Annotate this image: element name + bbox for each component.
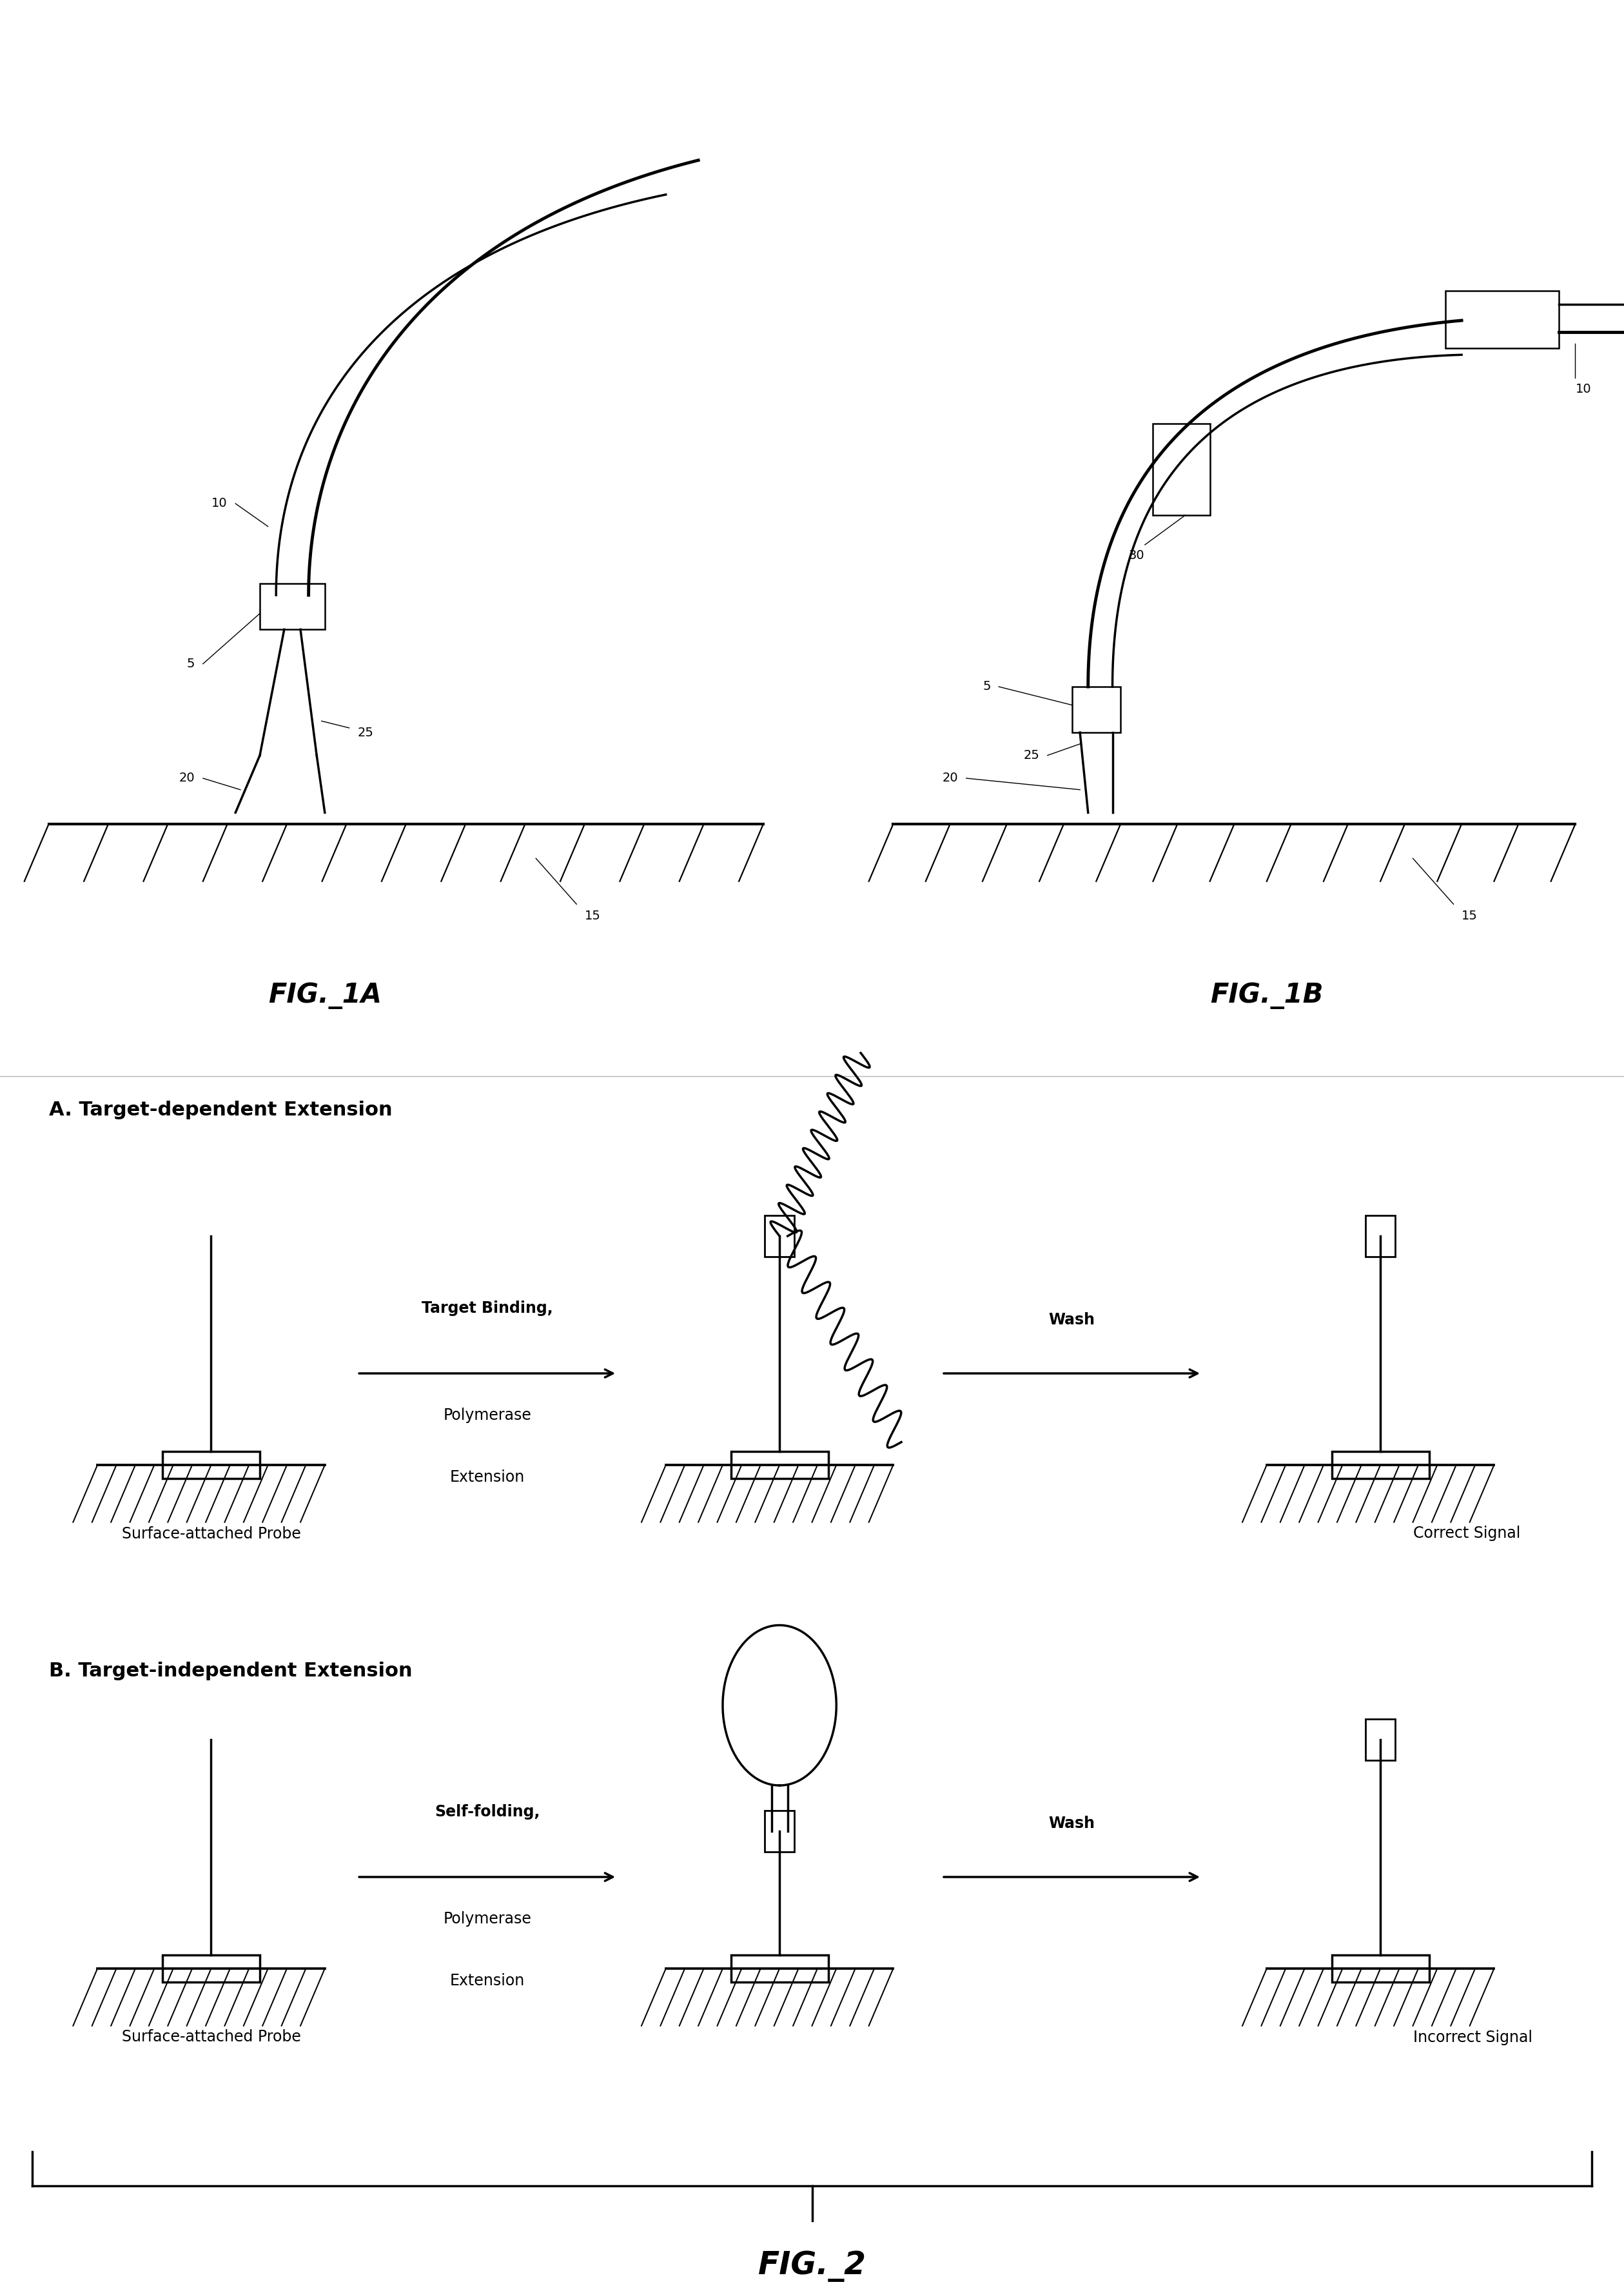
Bar: [162, 1955, 260, 1982]
Text: 10: 10: [1575, 382, 1592, 396]
Text: 5: 5: [187, 657, 195, 671]
Bar: [1072, 687, 1121, 732]
Bar: [162, 1451, 260, 1479]
Text: A. Target-dependent Extension: A. Target-dependent Extension: [49, 1101, 391, 1119]
Text: FIG._2: FIG._2: [758, 2250, 866, 2282]
Bar: [1445, 291, 1559, 348]
Bar: [731, 1451, 828, 1479]
Bar: [765, 1811, 794, 1852]
Text: Surface-attached Probe: Surface-attached Probe: [122, 1527, 300, 1540]
Text: Wash: Wash: [1049, 1312, 1095, 1328]
Text: 25: 25: [1023, 749, 1039, 762]
Text: 20: 20: [942, 771, 958, 785]
Text: 30: 30: [1129, 549, 1145, 561]
Text: 5: 5: [983, 680, 991, 694]
Text: Correct Signal: Correct Signal: [1413, 1527, 1520, 1540]
Bar: [731, 1955, 828, 1982]
Bar: [1332, 1451, 1429, 1479]
Bar: [260, 584, 325, 629]
Text: Self-folding,: Self-folding,: [435, 1804, 539, 1820]
Bar: [1366, 1719, 1395, 1760]
Text: Target Binding,: Target Binding,: [422, 1300, 552, 1316]
Text: Incorrect Signal: Incorrect Signal: [1413, 2030, 1531, 2044]
Bar: [765, 1215, 794, 1257]
Text: Polymerase: Polymerase: [443, 1408, 531, 1424]
Text: Polymerase: Polymerase: [443, 1911, 531, 1927]
Text: Surface-attached Probe: Surface-attached Probe: [122, 2030, 300, 2044]
Bar: [1153, 423, 1210, 515]
Text: FIG._1A: FIG._1A: [268, 982, 382, 1009]
Bar: [1366, 1215, 1395, 1257]
Text: Extension: Extension: [450, 1973, 525, 1989]
Text: Extension: Extension: [450, 1470, 525, 1486]
Text: FIG._1B: FIG._1B: [1210, 982, 1324, 1009]
Text: 10: 10: [211, 497, 227, 510]
Text: Wash: Wash: [1049, 1815, 1095, 1831]
Text: 25: 25: [357, 726, 374, 739]
Text: 15: 15: [1462, 909, 1478, 922]
Bar: [1332, 1955, 1429, 1982]
Text: 20: 20: [179, 771, 195, 785]
Text: B. Target-independent Extension: B. Target-independent Extension: [49, 1662, 412, 1680]
Text: 15: 15: [585, 909, 601, 922]
